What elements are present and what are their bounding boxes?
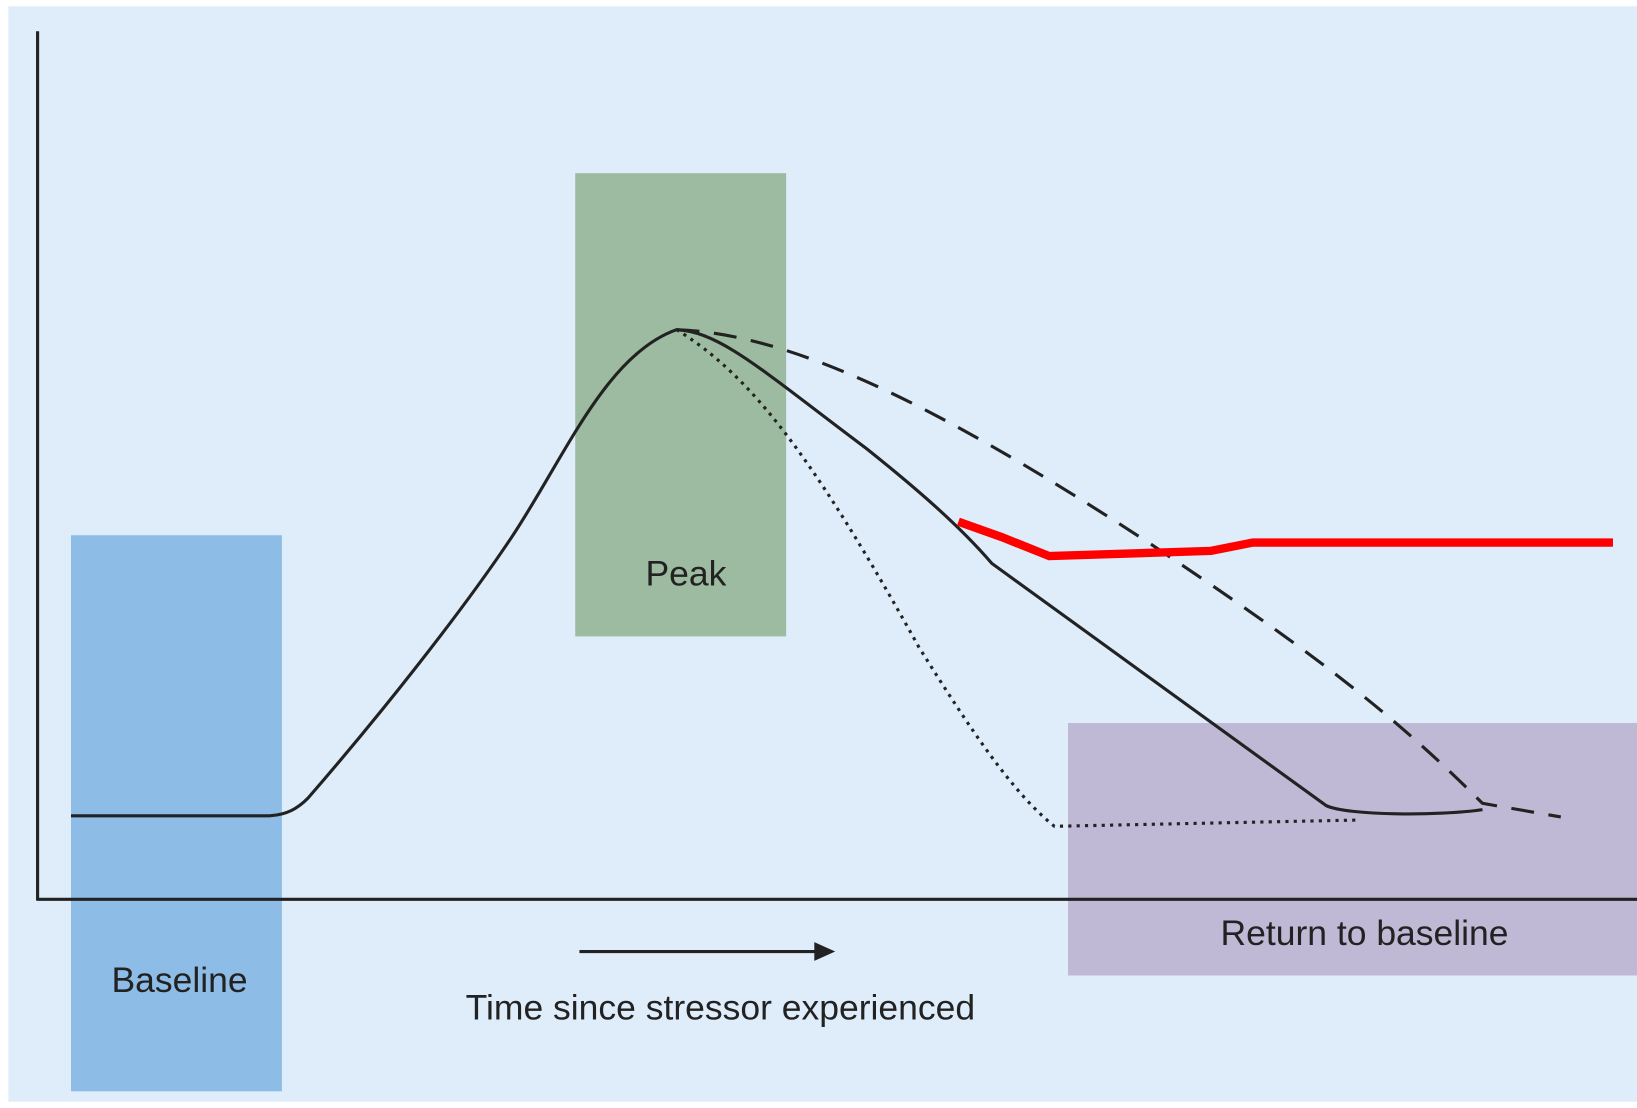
peak-label: Peak [645, 553, 726, 593]
dashed-curve [676, 328, 1562, 819]
x-axis-label: Time since stressor experienced [466, 987, 975, 1027]
solid-curve [70, 328, 1483, 818]
time-arrow-head [814, 942, 836, 961]
peak-region [575, 173, 787, 637]
return-label: Return to baseline [1221, 913, 1509, 953]
baseline-label: Baseline [112, 960, 248, 1000]
return-region [1068, 723, 1637, 976]
baseline-region [70, 535, 282, 1092]
red-annotation-line [956, 517, 1613, 561]
